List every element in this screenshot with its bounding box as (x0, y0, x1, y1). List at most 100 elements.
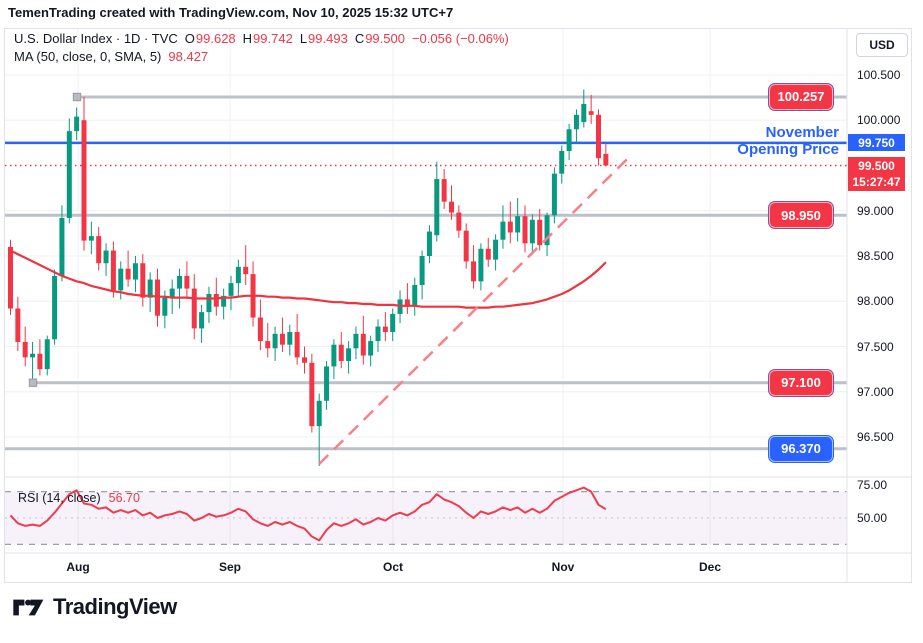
drawing-handle (28, 378, 38, 387)
month-label: Oct (382, 560, 403, 574)
candle-body (368, 341, 374, 356)
candle-body (382, 326, 388, 333)
candle-body (324, 366, 330, 401)
month-label: Nov (551, 560, 575, 574)
tradingview-logo-icon (13, 599, 44, 615)
candle-body (309, 362, 315, 427)
high-value: H 99.742 (242, 31, 293, 46)
open-value: O 99.628 (184, 31, 236, 46)
candle-body (221, 295, 227, 307)
candle-body (302, 357, 307, 363)
candle-body (573, 114, 579, 130)
candle-body (52, 275, 58, 340)
candle-body (147, 279, 153, 298)
candle-body (22, 341, 28, 358)
currency-usd-button[interactable]: USD (856, 33, 908, 57)
candle-body (162, 297, 168, 316)
candle-body (294, 332, 300, 358)
month-label: Dec (698, 560, 721, 574)
candle-body (529, 219, 535, 244)
rsi-legend[interactable]: RSI (14, close) 56.70 (18, 491, 140, 505)
price-tick-label: 97.500 (857, 339, 894, 354)
opening-price-scale-badge[interactable]: 99.750 (848, 134, 905, 152)
symbol-title[interactable]: U.S. Dollar Index · 1D · TVC (14, 31, 178, 46)
candle-body (346, 348, 352, 361)
candle-body (287, 332, 293, 345)
candle-body (449, 201, 454, 213)
candle-body (522, 216, 528, 244)
rsi-line (9, 486, 607, 542)
november-opening-price-line1: November (765, 124, 839, 141)
candle-body (37, 353, 43, 370)
candle-body (228, 283, 234, 296)
candle-body (581, 103, 587, 123)
candle-body (566, 129, 572, 152)
candle-body (338, 344, 344, 361)
candle-body (404, 299, 410, 307)
candle-body (74, 116, 80, 132)
candle-body (243, 266, 249, 275)
low-value: L 99.493 (299, 31, 348, 46)
candle-body (118, 268, 124, 291)
rsi-tick-label: 75.00 (857, 478, 888, 492)
trendline (318, 157, 629, 466)
candle-body (125, 268, 131, 280)
tradingview-logo[interactable]: TradingView (12, 594, 177, 620)
candle-body (426, 231, 432, 256)
current-price-value: 99.500 (858, 159, 895, 173)
ma-label: MA (50, close, 0, SMA, 5) (14, 49, 162, 64)
candle-body (441, 179, 447, 202)
symbol-legend[interactable]: U.S. Dollar Index · 1D · TVC O 99.628 H 99… (14, 31, 509, 46)
price-tick-label: 99.000 (857, 203, 894, 218)
candle-body (360, 333, 366, 356)
price-level-badge[interactable]: 98.950 (768, 201, 834, 230)
candle-body (375, 326, 381, 342)
candle-body (140, 263, 146, 298)
candle-body (596, 114, 601, 159)
price-tick-label: 98.500 (857, 249, 894, 263)
price-level-badge[interactable]: 96.370 (768, 434, 834, 463)
ma-value: 98.427 (168, 49, 209, 64)
candles-group (8, 89, 609, 466)
candle-body (419, 256, 425, 285)
candle-body (110, 250, 116, 291)
candle-body (478, 248, 484, 282)
candle-body (471, 261, 477, 282)
tradingview-logo-text: TradingView (53, 594, 177, 619)
price-level-badge[interactable]: 100.257 (768, 82, 834, 111)
candle-body (434, 179, 440, 236)
ma-legend[interactable]: MA (50, close, 0, SMA, 5) 98.427 (14, 49, 208, 64)
candle-body (8, 246, 13, 309)
candle-body (272, 333, 278, 349)
candle-body (184, 275, 190, 289)
candle-body (544, 215, 550, 246)
candle-body (81, 120, 87, 241)
bar-countdown-timer: 15:27:47 (852, 175, 901, 189)
candle-body (169, 288, 175, 298)
close-value: C 99.500 (354, 31, 405, 46)
current-price-scale-badge[interactable]: 99.500 15:27:47 (848, 157, 905, 191)
rsi-label: RSI (14, close) (18, 491, 101, 505)
november-opening-price-label[interactable]: November Opening Price (737, 124, 839, 158)
candle-body (463, 230, 469, 262)
candle-body (265, 341, 271, 349)
candle-body (485, 248, 491, 260)
candle-body (559, 151, 565, 174)
rsi-value: 56.70 (108, 491, 140, 505)
candle-body (59, 217, 65, 276)
candle-body (551, 173, 557, 216)
attribution-text: TemenTrading created with TradingView.co… (8, 5, 454, 20)
price-level-badge[interactable]: 97.100 (768, 368, 834, 397)
ma50-line (10, 249, 607, 309)
candle-body (588, 111, 594, 115)
price-tick-label: 96.500 (857, 430, 894, 444)
candle-body (603, 153, 609, 166)
candle-body (316, 400, 322, 427)
candle-body (66, 131, 72, 218)
candle-body (412, 284, 418, 307)
candle-body (199, 312, 205, 329)
candle-body (537, 219, 543, 246)
month-label: Aug (66, 560, 90, 574)
